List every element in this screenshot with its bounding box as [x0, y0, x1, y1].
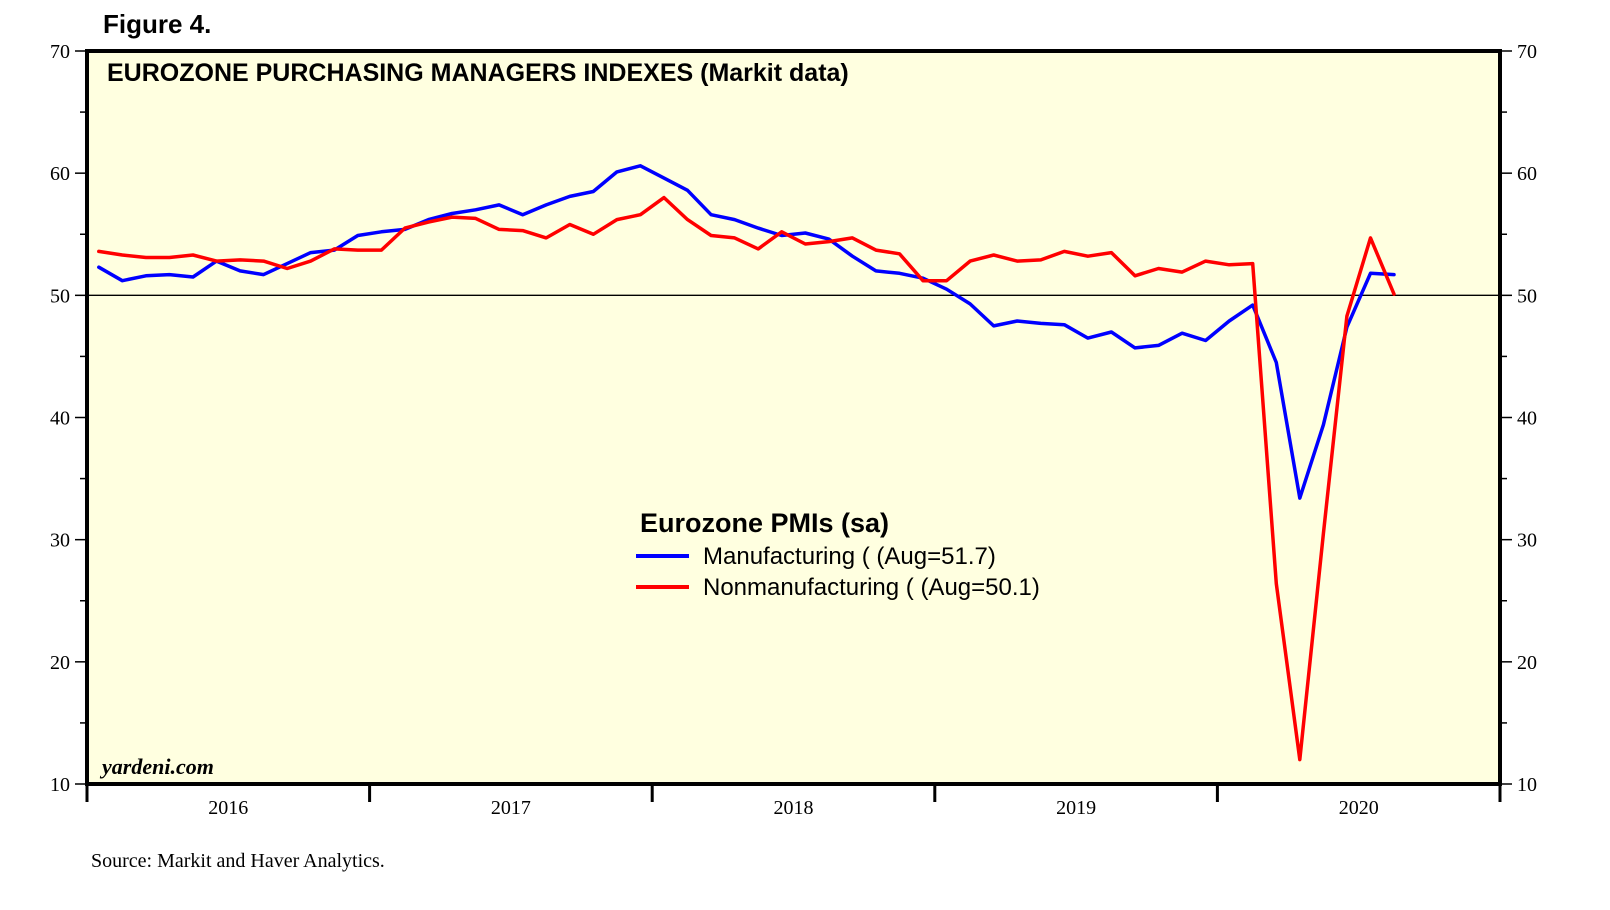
series-line-nonmanufacturing — [97, 195, 1396, 762]
y-tick-label-left: 70 — [50, 41, 70, 63]
y-tick-label-right: 60 — [1517, 163, 1537, 185]
legend: Eurozone PMIs (sa) Manufacturing ( (Aug=… — [636, 508, 1040, 601]
x-tick-label: 2020 — [1339, 797, 1379, 819]
y-tick-label-left: 60 — [50, 163, 70, 185]
figure-label: Figure 4. — [103, 9, 211, 39]
series-layer — [97, 164, 1396, 762]
watermark: yardeni.com — [99, 754, 214, 779]
y-tick-label-left: 10 — [50, 774, 70, 796]
x-tick-label: 2018 — [774, 797, 814, 819]
y-tick-label-right: 40 — [1517, 408, 1537, 430]
x-tick-label: 2019 — [1056, 797, 1096, 819]
y-tick-label-right: 50 — [1517, 285, 1537, 307]
y-tick-label-right: 10 — [1517, 774, 1537, 796]
source-note: Source: Markit and Haver Analytics. — [91, 850, 385, 872]
series-line-manufacturing — [97, 164, 1396, 500]
chart-title: EUROZONE PURCHASING MANAGERS INDEXES (Ma… — [107, 59, 849, 87]
x-tick-label: 2016 — [208, 797, 248, 819]
y-axis-right: 10 20 30 40 50 60 70 — [1500, 41, 1537, 796]
y-tick-label-right: 70 — [1517, 41, 1537, 63]
y-tick-label-left: 40 — [50, 408, 70, 430]
y-tick-label-right: 20 — [1517, 652, 1537, 674]
x-axis: 2016 2017 2018 2019 2020 — [85, 784, 1502, 819]
legend-title: Eurozone PMIs (sa) — [640, 508, 889, 538]
y-tick-label-left: 30 — [50, 530, 70, 552]
y-axis-left: 10 20 30 40 50 60 70 — [50, 41, 87, 796]
legend-label-nonmanufacturing: Nonmanufacturing ( (Aug=50.1) — [703, 574, 1040, 601]
y-tick-label-left: 20 — [50, 652, 70, 674]
x-tick-label: 2017 — [491, 797, 531, 819]
legend-label-manufacturing: Manufacturing ( (Aug=51.7) — [703, 543, 996, 570]
y-tick-label-left: 50 — [50, 285, 70, 307]
y-tick-label-right: 30 — [1517, 530, 1537, 552]
